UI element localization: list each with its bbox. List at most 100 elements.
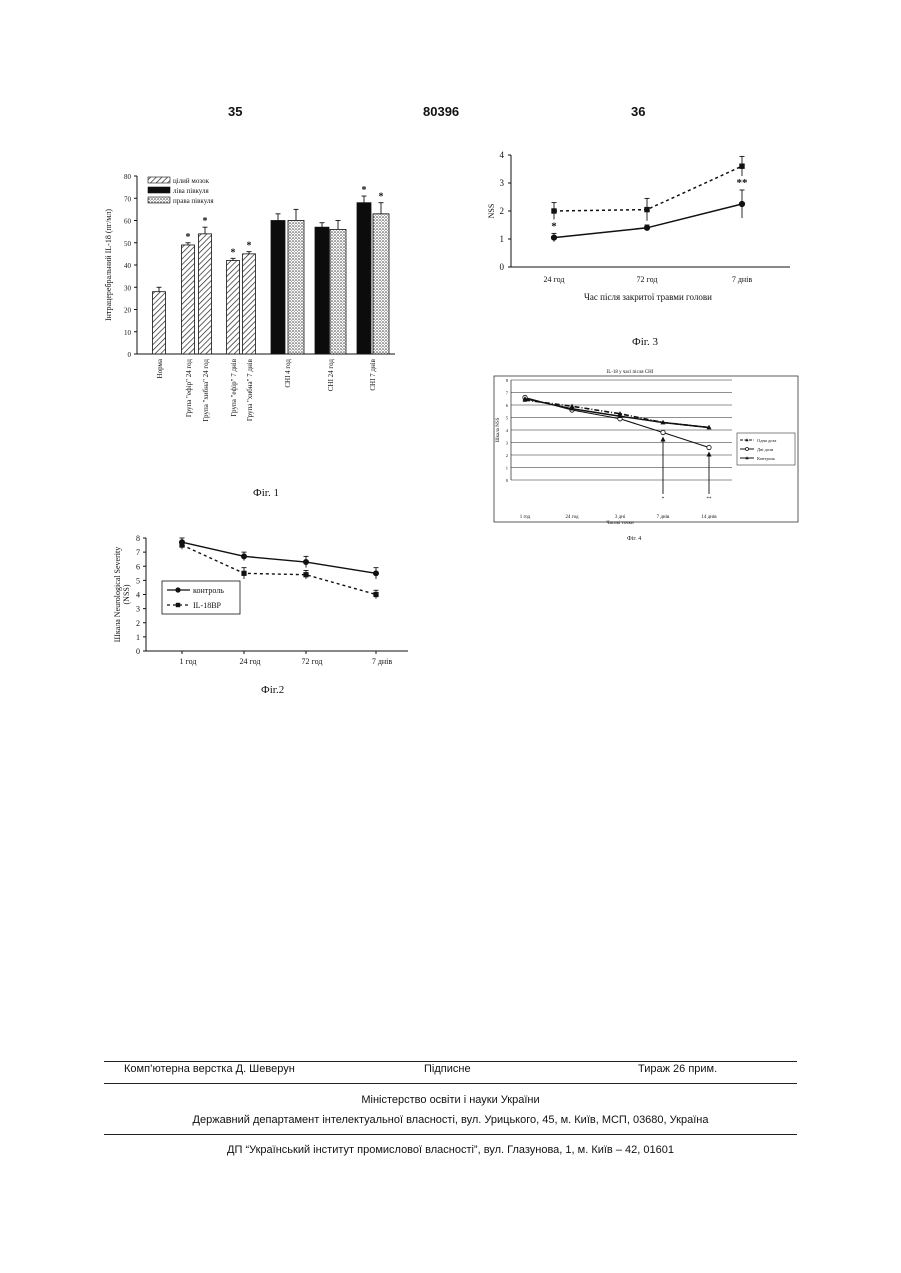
fig2-y-tick-label: 7 <box>136 548 140 557</box>
fig2-point <box>303 559 308 564</box>
fig1-significance-star: * <box>379 192 384 203</box>
fig1-y-tick-label: 80 <box>124 173 132 181</box>
fig4-y-tick-label: 2 <box>506 453 508 458</box>
fig2-y-tick-label: 6 <box>136 562 140 571</box>
fig2-legend-label: контроль <box>193 586 224 595</box>
footer-rule-middle <box>104 1083 797 1084</box>
fig3-y-tick-label: 2 <box>500 206 505 216</box>
fig1-bar <box>182 245 195 354</box>
fig2-point <box>303 572 308 577</box>
fig4-y-tick-label: 1 <box>506 466 508 471</box>
fig3-y-tick-label: 3 <box>500 178 505 188</box>
fig2-y-tick-label: 8 <box>136 534 140 543</box>
footer-department: Державний департамент інтелектуальної вл… <box>0 1114 901 1126</box>
fig2-x-tick-label: 72 год <box>302 657 323 666</box>
fig1-significance-star: * <box>203 216 208 227</box>
fig3-point <box>739 201 744 206</box>
fig4-point <box>661 430 665 434</box>
footer-institute: ДП “Український інститут промислової вла… <box>0 1144 901 1156</box>
footer-typesetting: Комп’ютерна верстка Д. Шеверун <box>124 1063 295 1075</box>
fig3-point <box>551 208 556 213</box>
fig3-x-tick-label: 7 днів <box>732 275 753 284</box>
fig1-y-tick-label: 60 <box>124 218 132 226</box>
fig1-bar <box>315 227 329 354</box>
fig1-bar <box>373 214 389 354</box>
fig1-legend-label: права півкуля <box>173 197 214 205</box>
fig1-chart: 01020304050607080Інтрацеребральний IL-18… <box>100 165 400 465</box>
fig2-legend-marker <box>176 603 180 607</box>
fig1-significance-star: * <box>362 185 367 196</box>
fig1-y-tick-label: 30 <box>124 284 132 292</box>
fig2-point <box>373 571 378 576</box>
fig1-category-label: CHI 24 год <box>327 359 335 392</box>
fig4-title: IL-18 у часі після CHI <box>607 370 654 375</box>
fig4-caption: Фіг. 4 <box>627 536 641 542</box>
fig3-point <box>739 164 744 169</box>
fig2-y-tick-label: 3 <box>136 605 140 614</box>
fig1-bar <box>227 261 240 354</box>
fig2-x-tick-label: 24 год <box>240 657 261 666</box>
fig1-category-label: Група "хибна" 7 днів <box>246 358 254 421</box>
fig1-legend-swatch <box>148 177 170 183</box>
fig3-x-tick-label: 24 год <box>544 275 565 284</box>
fig2-y-axis-label: Шкала Neurological Severity <box>113 547 122 642</box>
fig4-legend-label: Одна доза <box>757 438 776 443</box>
fig2-chart: 0123456781 год24 год72 год7 днівШкала Ne… <box>110 528 410 668</box>
fig3-significance-star: * <box>551 221 557 233</box>
fig1-y-axis-label: Інтрацеребральний IL-18 (пг/мл) <box>104 209 113 321</box>
footer-signed: Підписне <box>424 1063 471 1075</box>
fig1-category-label: CHI 4 год <box>284 359 292 388</box>
fig1-significance-star: * <box>186 232 191 243</box>
fig4-chart: 0123456781 год24 год3 дні7 днів14 днівЧа… <box>480 362 800 542</box>
fig3-caption: Фіг. 3 <box>632 336 658 348</box>
fig1-y-tick-label: 50 <box>124 240 132 248</box>
fig1-bar <box>357 203 371 354</box>
fig2-y-tick-label: 1 <box>136 633 140 642</box>
fig2-x-tick-label: 1 год <box>180 657 197 666</box>
fig1-significance-star: * <box>247 241 252 252</box>
fig4-x-tick-label: 3 дні <box>615 515 626 520</box>
fig3-x-axis-label: Час після закритої травми голови <box>584 292 712 302</box>
fig2-legend-marker <box>176 588 180 592</box>
fig2-point <box>179 542 184 547</box>
fig1-bar <box>199 234 212 354</box>
fig4-legend-marker <box>746 448 749 451</box>
fig4-x-tick-label: 24 год <box>565 515 579 520</box>
fig1-category-label: Група "ефір" 24 год <box>185 359 193 417</box>
fig1-legend-label: цілий мозок <box>173 177 210 185</box>
fig1-legend-label: ліва півкуля <box>173 187 209 195</box>
fig1-significance-star: * <box>231 247 236 258</box>
fig2-y-tick-label: 5 <box>136 576 140 585</box>
fig3-significance-star: ** <box>737 177 749 189</box>
left-page-number: 35 <box>228 104 242 119</box>
fig3-point <box>644 225 649 230</box>
footer-rule-top <box>104 1061 797 1062</box>
fig2-caption: Фіг.2 <box>261 684 284 696</box>
fig4-y-axis-label: Шкала NSS <box>496 417 501 442</box>
fig3-point <box>551 235 556 240</box>
footer-circulation: Тираж 26 прим. <box>638 1063 717 1075</box>
fig3-x-tick-label: 72 год <box>637 275 658 284</box>
fig1-y-tick-label: 0 <box>128 351 132 359</box>
fig2-x-tick-label: 7 днів <box>372 657 393 666</box>
fig1-legend-swatch <box>148 187 170 193</box>
fig3-y-tick-label: 1 <box>500 234 505 244</box>
fig3-chart: 0123424 год72 год7 днівNSSЧас після закр… <box>480 145 800 305</box>
fig4-legend-label: Дві дози <box>757 447 774 452</box>
fig1-y-tick-label: 10 <box>124 329 132 337</box>
fig4-point <box>707 445 711 449</box>
fig1-bar <box>271 221 285 355</box>
fig4-legend-label: Контроль <box>757 456 775 461</box>
fig1-bar <box>330 229 346 354</box>
fig1-bar <box>243 254 256 354</box>
fig1-category-label: Норма <box>156 358 164 378</box>
fig4-significance-mark: ** <box>707 497 713 502</box>
fig4-x-tick-label: 7 днів <box>657 515 670 520</box>
fig2-y-axis-label-units: (NSS) <box>122 584 131 604</box>
fig3-y-axis-label: NSS <box>487 204 496 219</box>
fig1-bar <box>153 292 166 354</box>
fig3-y-tick-label: 4 <box>500 150 505 160</box>
fig1-y-tick-label: 20 <box>124 307 132 315</box>
fig2-point <box>241 554 246 559</box>
fig4-x-axis-label: Часові точки <box>606 521 634 526</box>
